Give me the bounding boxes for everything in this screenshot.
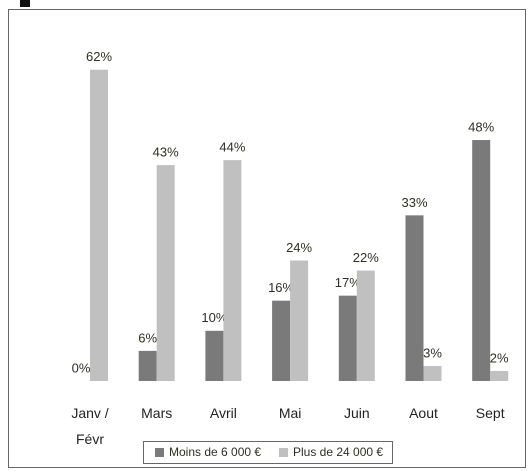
bar xyxy=(272,300,291,381)
value-label: 10% xyxy=(201,310,227,325)
bar xyxy=(223,160,242,381)
chart-border xyxy=(8,9,526,468)
value-label: 22% xyxy=(353,250,379,265)
x-tick-label: Janv / Févr xyxy=(71,405,109,447)
bar xyxy=(290,260,309,381)
x-tick-label: Aout xyxy=(409,405,438,421)
value-label: 6% xyxy=(138,330,157,345)
bar xyxy=(138,350,157,381)
bar xyxy=(356,270,375,381)
x-tick-label: Juin xyxy=(343,405,370,421)
bar xyxy=(423,365,442,381)
bar xyxy=(405,215,424,381)
bar xyxy=(490,370,509,381)
x-tick-label: Mars xyxy=(141,405,173,421)
cropped-mark xyxy=(20,0,30,7)
legend-label: Moins de 6 000 € xyxy=(169,445,261,459)
value-label: 33% xyxy=(401,195,427,210)
bar xyxy=(90,69,108,381)
value-label: 2% xyxy=(490,350,509,365)
bar xyxy=(472,140,491,381)
legend-box xyxy=(143,441,393,464)
bar xyxy=(338,295,357,381)
value-label: 48% xyxy=(468,119,494,134)
value-label: 44% xyxy=(219,140,245,155)
value-label: 24% xyxy=(286,240,312,255)
x-tick-label: Avril xyxy=(209,405,237,421)
value-label: 62% xyxy=(86,49,112,64)
bar xyxy=(205,330,224,381)
value-label: 17% xyxy=(335,275,361,290)
value-label: 16% xyxy=(268,280,294,295)
x-tick-label: Sept xyxy=(475,405,505,421)
legend-swatch xyxy=(155,448,164,457)
value-label: 43% xyxy=(153,145,179,160)
bar xyxy=(156,165,175,381)
legend-label: Plus de 24 000 € xyxy=(293,445,383,459)
value-label: 0% xyxy=(72,360,91,375)
x-tick-label: Mai xyxy=(278,405,302,421)
value-label: 3% xyxy=(423,345,442,360)
legend-swatch xyxy=(279,448,288,457)
